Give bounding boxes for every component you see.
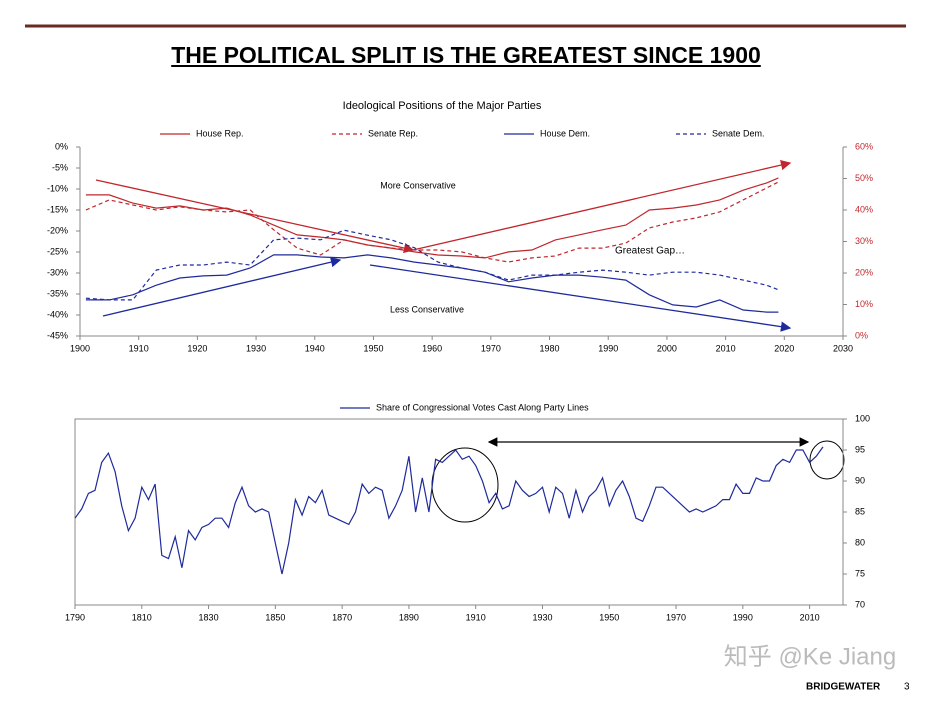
annotation: Less Conservative — [390, 304, 464, 314]
y-tick-label: -20% — [47, 225, 68, 235]
page-number: 3 — [904, 682, 910, 693]
y2-tick-label: 40% — [855, 204, 873, 214]
y-tick-label: -5% — [52, 162, 68, 172]
x-tick-label: 1990 — [598, 343, 618, 353]
x-tick-label: 1960 — [422, 343, 442, 353]
x-tick-label: 1870 — [332, 612, 352, 622]
watermark: 知乎 @Ke Jiang — [724, 643, 896, 670]
x-tick-label: 1920 — [187, 343, 207, 353]
chart-title: Ideological Positions of the Major Parti… — [343, 100, 542, 112]
x-tick-label: 1810 — [132, 612, 152, 622]
x-tick-label: 1850 — [265, 612, 285, 622]
x-tick-label: 2000 — [657, 343, 677, 353]
y-tick-label: -35% — [47, 288, 68, 298]
series-line — [85, 229, 779, 301]
legend-label: Share of Congressional Votes Cast Along … — [376, 402, 589, 412]
y-tick-label: -45% — [47, 330, 68, 340]
y-tick-label: 100 — [855, 413, 870, 423]
y2-tick-label: 60% — [855, 141, 873, 151]
x-tick-label: 1970 — [666, 612, 686, 622]
legend-label: Senate Rep. — [368, 128, 418, 138]
x-tick-label: 1930 — [532, 612, 552, 622]
y-tick-label: 0% — [55, 141, 68, 151]
annotation: More Conservative — [380, 180, 456, 190]
x-tick-label: 1890 — [399, 612, 419, 622]
x-tick-label: 1900 — [70, 343, 90, 353]
legend-label: House Dem. — [540, 128, 590, 138]
plot-frame — [74, 418, 844, 606]
x-tick-label: 1950 — [363, 343, 383, 353]
legend-label: House Rep. — [196, 128, 244, 138]
arrow — [95, 179, 415, 254]
x-tick-label: 1910 — [129, 343, 149, 353]
legend-label: Senate Dem. — [712, 128, 765, 138]
y-tick-label: 95 — [855, 444, 865, 454]
brand: BRIDGEWATER — [806, 682, 881, 693]
slide-title: THE POLITICAL SPLIT IS THE GREATEST SINC… — [171, 42, 761, 68]
annotation: Greatest Gap… — [615, 246, 685, 257]
x-tick-label: 2020 — [774, 343, 794, 353]
y-tick-label: -25% — [47, 246, 68, 256]
series-line — [85, 254, 779, 313]
y-tick-label: 75 — [855, 568, 865, 578]
y-tick-label: 80 — [855, 537, 865, 547]
y2-tick-label: 10% — [855, 299, 873, 309]
x-tick-label: 1940 — [305, 343, 325, 353]
x-tick-label: 1970 — [481, 343, 501, 353]
x-tick-label: 1950 — [599, 612, 619, 622]
arrow — [412, 159, 792, 251]
y-tick-label: -15% — [47, 204, 68, 214]
x-tick-label: 1990 — [733, 612, 753, 622]
x-tick-label: 2010 — [716, 343, 736, 353]
y-tick-label: 85 — [855, 506, 865, 516]
x-tick-label: 1910 — [466, 612, 486, 622]
x-tick-label: 1790 — [65, 612, 85, 622]
y-tick-label: 70 — [855, 599, 865, 609]
series-line — [74, 446, 824, 575]
x-tick-label: 2030 — [833, 343, 853, 353]
x-tick-label: 1830 — [199, 612, 219, 622]
highlight-circle — [809, 440, 845, 480]
x-tick-label: 2010 — [800, 612, 820, 622]
y2-tick-label: 0% — [855, 330, 868, 340]
y-tick-label: 90 — [855, 475, 865, 485]
y-tick-label: -40% — [47, 309, 68, 319]
arrow — [369, 264, 792, 332]
y2-tick-label: 30% — [855, 236, 873, 246]
y2-tick-label: 20% — [855, 267, 873, 277]
x-tick-label: 1930 — [246, 343, 266, 353]
arrow — [102, 257, 342, 317]
series-line — [85, 181, 779, 263]
y-tick-label: -30% — [47, 267, 68, 277]
x-tick-label: 1980 — [540, 343, 560, 353]
y2-tick-label: 50% — [855, 173, 873, 183]
y-tick-label: -10% — [47, 183, 68, 193]
highlight-circle — [431, 447, 499, 523]
